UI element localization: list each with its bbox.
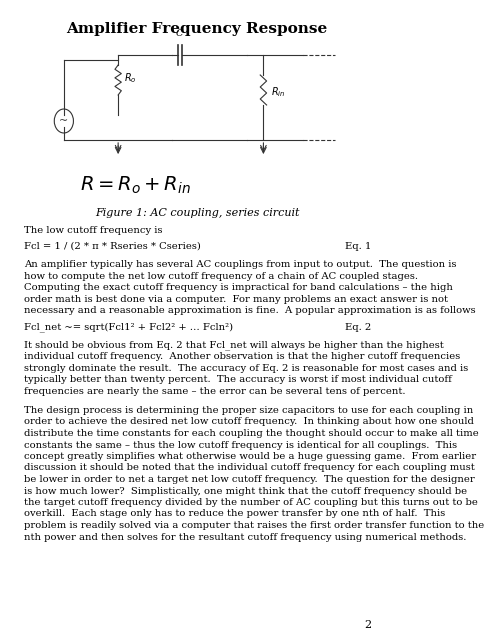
Text: frequencies are nearly the same – the error can be several tens of percent.: frequencies are nearly the same – the er… bbox=[24, 387, 405, 396]
Text: typically better than twenty percent.  The accuracy is worst if most individual : typically better than twenty percent. Th… bbox=[24, 375, 452, 384]
Text: Computing the exact cutoff frequency is impractical for band calculations – the : Computing the exact cutoff frequency is … bbox=[24, 283, 453, 292]
Text: 2: 2 bbox=[364, 620, 371, 630]
Text: $R = R_o + R_{in}$: $R = R_o + R_{in}$ bbox=[80, 175, 191, 196]
Text: Figure 1: AC coupling, series circuit: Figure 1: AC coupling, series circuit bbox=[95, 208, 299, 218]
Text: An amplifier typically has several AC couplings from input to output.  The quest: An amplifier typically has several AC co… bbox=[24, 260, 456, 269]
Text: concept greatly simplifies what otherwise would be a huge guessing game.  From e: concept greatly simplifies what otherwis… bbox=[24, 452, 476, 461]
Text: ~: ~ bbox=[59, 116, 68, 126]
Text: It should be obvious from Eq. 2 that Fcl_net will always be higher than the high: It should be obvious from Eq. 2 that Fcl… bbox=[24, 340, 444, 350]
Text: order math is best done via a computer.  For many problems an exact answer is no: order math is best done via a computer. … bbox=[24, 294, 448, 303]
Text: problem is readily solved via a computer that raises the first order transfer fu: problem is readily solved via a computer… bbox=[24, 521, 484, 530]
Text: distribute the time constants for each coupling the thought should occur to make: distribute the time constants for each c… bbox=[24, 429, 479, 438]
Text: how to compute the net low cutoff frequency of a chain of AC coupled stages.: how to compute the net low cutoff freque… bbox=[24, 271, 418, 280]
Text: order to achieve the desired net low cutoff frequency.  In thinking about how on: order to achieve the desired net low cut… bbox=[24, 417, 474, 426]
Text: $R_{in}$: $R_{in}$ bbox=[271, 85, 286, 99]
Text: C: C bbox=[176, 29, 183, 38]
Text: Eq. 1: Eq. 1 bbox=[345, 242, 371, 251]
Text: nth power and then solves for the resultant cutoff frequency using numerical met: nth power and then solves for the result… bbox=[24, 532, 466, 541]
Text: necessary and a reasonable approximation is fine.  A popular approximation is as: necessary and a reasonable approximation… bbox=[24, 306, 476, 315]
Text: overkill.  Each stage only has to reduce the power transfer by one nth of half. : overkill. Each stage only has to reduce … bbox=[24, 509, 445, 518]
Text: individual cutoff frequency.  Another observation is that the higher cutoff freq: individual cutoff frequency. Another obs… bbox=[24, 352, 460, 361]
Text: constants the same – thus the low cutoff frequency is identical for all coupling: constants the same – thus the low cutoff… bbox=[24, 440, 457, 449]
Text: strongly dominate the result.  The accuracy of Eq. 2 is reasonable for most case: strongly dominate the result. The accura… bbox=[24, 364, 468, 372]
Text: is how much lower?  Simplistically, one might think that the cutoff frequency sh: is how much lower? Simplistically, one m… bbox=[24, 486, 467, 495]
Text: be lower in order to net a target net low cutoff frequency.  The question for th: be lower in order to net a target net lo… bbox=[24, 475, 475, 484]
Text: discussion it should be noted that the individual cutoff frequency for each coup: discussion it should be noted that the i… bbox=[24, 463, 475, 472]
Text: Amplifier Frequency Response: Amplifier Frequency Response bbox=[66, 22, 328, 36]
Text: Eq. 2: Eq. 2 bbox=[345, 323, 371, 332]
Text: The low cutoff frequency is: The low cutoff frequency is bbox=[24, 226, 162, 235]
Text: The design process is determining the proper size capacitors to use for each cou: The design process is determining the pr… bbox=[24, 406, 473, 415]
Text: Fcl = 1 / (2 * π * Rseries * Cseries): Fcl = 1 / (2 * π * Rseries * Cseries) bbox=[24, 242, 201, 251]
Text: Fcl_net ~= sqrt(Fcl1² + Fcl2² + … Fcln²): Fcl_net ~= sqrt(Fcl1² + Fcl2² + … Fcln²) bbox=[24, 323, 233, 332]
Text: $R_o$: $R_o$ bbox=[124, 71, 136, 85]
Text: the target cutoff frequency divided by the number of AC coupling but this turns : the target cutoff frequency divided by t… bbox=[24, 498, 478, 507]
